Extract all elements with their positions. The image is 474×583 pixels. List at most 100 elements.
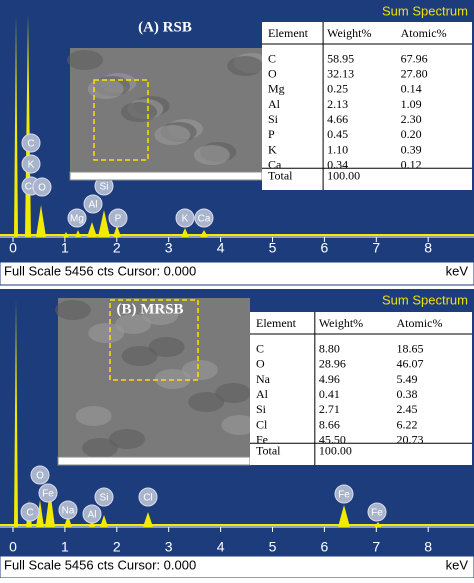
peak-bubble	[138, 487, 158, 507]
peak	[45, 490, 55, 527]
peak	[14, 300, 18, 527]
table-cell: 0.25	[327, 82, 348, 96]
table-cell: 4.66	[327, 112, 348, 126]
table-cell: 46.07	[397, 357, 424, 371]
table-header: Element	[268, 26, 309, 40]
sem-texture	[87, 79, 124, 99]
table-cell: K	[268, 142, 277, 156]
sem-texture	[88, 323, 125, 343]
x-tick-label: 2	[113, 539, 121, 555]
scale-bar	[57, 456, 251, 466]
sem-texture	[154, 369, 191, 389]
spectrum-label: Sum Spectrum	[382, 292, 468, 307]
x-tick-label: 3	[165, 240, 173, 256]
x-tick-label: 1	[61, 240, 69, 256]
sem-texture	[55, 300, 91, 320]
sem-texture	[154, 125, 191, 145]
table-cell: 2.13	[327, 97, 348, 111]
peak-bubble	[108, 208, 128, 228]
table-cell: Total	[268, 169, 293, 183]
x-tick-label: 8	[424, 240, 432, 256]
peak-bubble	[58, 500, 78, 520]
peak-bubble	[30, 465, 50, 485]
peak-bubble	[21, 133, 41, 153]
peak-label: C	[26, 508, 33, 519]
peak-label: C	[27, 139, 34, 150]
table-cell: Si	[256, 402, 267, 416]
peak-bubble	[194, 208, 214, 228]
peak-bubble	[21, 154, 41, 174]
peak-label: Al	[89, 200, 98, 211]
table-cell: 28.96	[319, 357, 346, 371]
peak-label: Si	[100, 493, 109, 504]
x-tick-label: 8	[424, 539, 432, 555]
peak-bubble	[94, 487, 114, 507]
peak-label: Fe	[371, 508, 383, 519]
peak-label: O	[38, 183, 46, 194]
table-header: Atomic%	[401, 26, 447, 40]
panel-title: (A) RSB	[138, 19, 192, 35]
sem-texture	[67, 50, 103, 70]
table-cell: 0.38	[397, 387, 418, 401]
peak	[36, 500, 44, 527]
table-cell: 32.13	[327, 67, 354, 81]
peak-label: K	[28, 160, 35, 171]
peak-label: Fe	[338, 490, 350, 501]
sem-image	[58, 298, 250, 465]
spectrum-label: Sum Spectrum	[382, 3, 468, 18]
table-cell: 1.09	[401, 97, 422, 111]
peak-bubble	[32, 177, 52, 197]
table-cell: 5.49	[397, 372, 418, 386]
table-bg	[262, 22, 472, 190]
peak-label: O	[36, 471, 44, 482]
table-header: Element	[256, 316, 297, 330]
peak-bubble	[334, 484, 354, 504]
x-tick-label: 7	[372, 240, 380, 256]
table-cell: 0.20	[401, 127, 422, 141]
scale-bar	[69, 171, 263, 181]
sem-texture	[221, 415, 258, 435]
table-header: Weight%	[319, 316, 363, 330]
table-cell: 2.45	[397, 402, 418, 416]
sem-texture	[227, 56, 264, 76]
peak-label: Fe	[42, 489, 54, 500]
sem-texture	[188, 392, 225, 412]
table-cell: 1.10	[327, 142, 348, 156]
panel-title: (B) MRSB	[116, 301, 183, 317]
peak-bubble	[83, 194, 103, 214]
peak-label: Si	[100, 182, 109, 193]
sem-texture	[109, 429, 145, 449]
table-cell: 20.73	[397, 432, 424, 446]
sem-texture	[121, 346, 158, 366]
x-tick-label: 6	[321, 539, 329, 555]
selection-box	[109, 299, 199, 381]
sem-texture	[115, 314, 152, 334]
peak-bubble	[20, 502, 40, 522]
peak-label: Mg	[70, 214, 84, 225]
table-cell: 8.66	[319, 417, 340, 431]
sem-texture	[142, 305, 179, 325]
x-tick-label: 4	[217, 240, 225, 256]
sem-texture	[82, 438, 118, 458]
table-header: Weight%	[327, 26, 371, 40]
table-cell: 0.39	[401, 142, 422, 156]
sem-texture	[181, 360, 218, 380]
table-cell: 6.22	[397, 417, 418, 431]
table-cell: 0.41	[319, 387, 340, 401]
x-tick-label: 3	[165, 539, 173, 555]
table-cell: 100.00	[319, 444, 352, 458]
peak	[338, 505, 350, 527]
table-cell: 2.30	[401, 112, 422, 126]
table-cell: Total	[256, 444, 281, 458]
peak	[14, 15, 18, 237]
table-cell: Al	[268, 97, 281, 111]
footer: Full Scale 5456 cts Cursor: 0.000	[4, 263, 196, 278]
sem-texture	[193, 145, 230, 165]
table-cell: O	[256, 357, 265, 371]
table-cell: 67.96	[401, 51, 428, 65]
peak-label: Ca	[25, 182, 38, 193]
table-cell: 18.65	[397, 341, 424, 355]
sem-texture	[148, 337, 185, 357]
x-tick-label: 2	[113, 240, 121, 256]
